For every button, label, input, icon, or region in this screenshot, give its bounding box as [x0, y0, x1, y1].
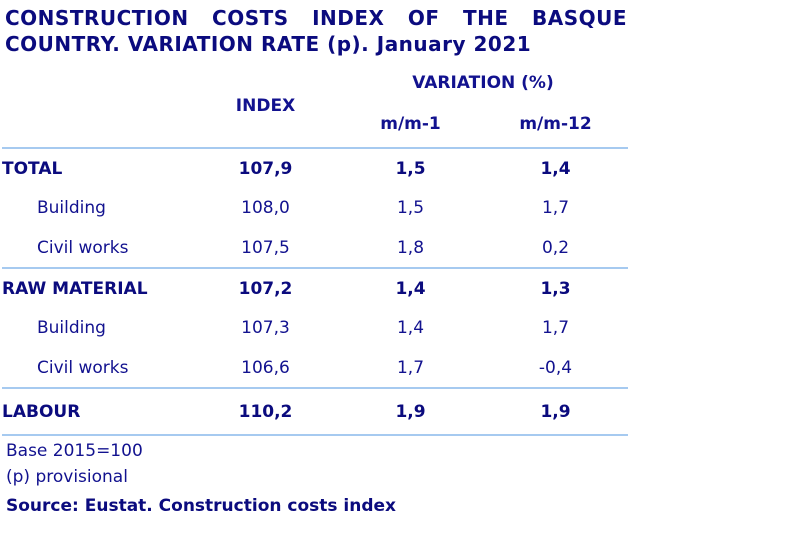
- row-label: Civil works: [37, 357, 129, 378]
- table-row-total-building: Building 108,0 1,5 1,7: [2, 188, 628, 228]
- table-row-total-civil-works: Civil works 107,5 1,8 0,2: [2, 228, 628, 268]
- table-row-raw-building: Building 107,3 1,4 1,7: [2, 308, 628, 348]
- row-index: 107,2: [193, 267, 338, 308]
- row-mm1: 1,4: [396, 318, 425, 338]
- row-mm1: 1,7: [396, 357, 425, 378]
- header-spacer-cell: [2, 65, 193, 148]
- title-line-2: COUNTRY. VARIATION RATE (p). January 202…: [5, 32, 532, 56]
- header-mm1: m/m-1: [380, 113, 441, 134]
- table-row-raw-civil-works: Civil works 106,6 1,7 -0,4: [2, 348, 628, 388]
- table-row-total: TOTAL 107,9 1,5 1,4: [2, 147, 628, 188]
- row-mm12: 1,7: [541, 318, 570, 338]
- page-title: CONSTRUCTION COSTS INDEX OF THE BASQUE C…: [5, 5, 627, 57]
- row-index: 106,6: [241, 357, 290, 378]
- row-label: Building: [37, 318, 106, 338]
- table-header-row-top: INDEX VARIATION (%): [2, 65, 628, 117]
- header-variation: VARIATION (%): [412, 72, 554, 93]
- row-mm1: 1,9: [338, 387, 483, 436]
- row-label: RAW MATERIAL: [2, 267, 193, 308]
- row-mm12: 1,4: [483, 147, 628, 188]
- table-row-raw-material: RAW MATERIAL 107,2 1,4 1,3: [2, 267, 628, 308]
- row-mm12: 0,2: [541, 237, 570, 258]
- row-label: LABOUR: [2, 387, 193, 436]
- row-label: Building: [37, 198, 106, 218]
- row-label: Civil works: [37, 237, 129, 258]
- row-mm12: 1,9: [483, 387, 628, 436]
- footnote-source: Source: Eustat. Construction costs index: [6, 496, 397, 516]
- title-line-1: CONSTRUCTION COSTS INDEX OF THE BASQUE: [5, 6, 627, 30]
- table-row-labour: LABOUR 110,2 1,9 1,9: [2, 387, 628, 436]
- row-mm1: 1,8: [396, 237, 425, 258]
- header-index: INDEX: [235, 96, 296, 116]
- row-mm1: 1,4: [338, 267, 483, 308]
- row-label: TOTAL: [2, 147, 193, 188]
- row-index: 108,0: [241, 198, 290, 218]
- row-index: 107,9: [193, 147, 338, 188]
- row-mm12: -0,4: [538, 357, 573, 378]
- footnote-base: Base 2015=100: [6, 441, 143, 461]
- row-mm12: 1,3: [483, 267, 628, 308]
- footnote-provisional: (p) provisional: [6, 467, 128, 487]
- row-mm1: 1,5: [338, 147, 483, 188]
- construction-costs-table: INDEX VARIATION (%) m/m-1 m/m-12 TOTAL 1…: [2, 65, 628, 436]
- row-mm12: 1,7: [541, 198, 570, 218]
- row-mm1: 1,5: [396, 198, 425, 218]
- header-mm12: m/m-12: [519, 113, 592, 134]
- row-index: 107,3: [241, 318, 290, 338]
- table-header-row-sub: m/m-1 m/m-12: [2, 100, 628, 148]
- row-index: 107,5: [241, 237, 290, 258]
- row-index: 110,2: [193, 387, 338, 436]
